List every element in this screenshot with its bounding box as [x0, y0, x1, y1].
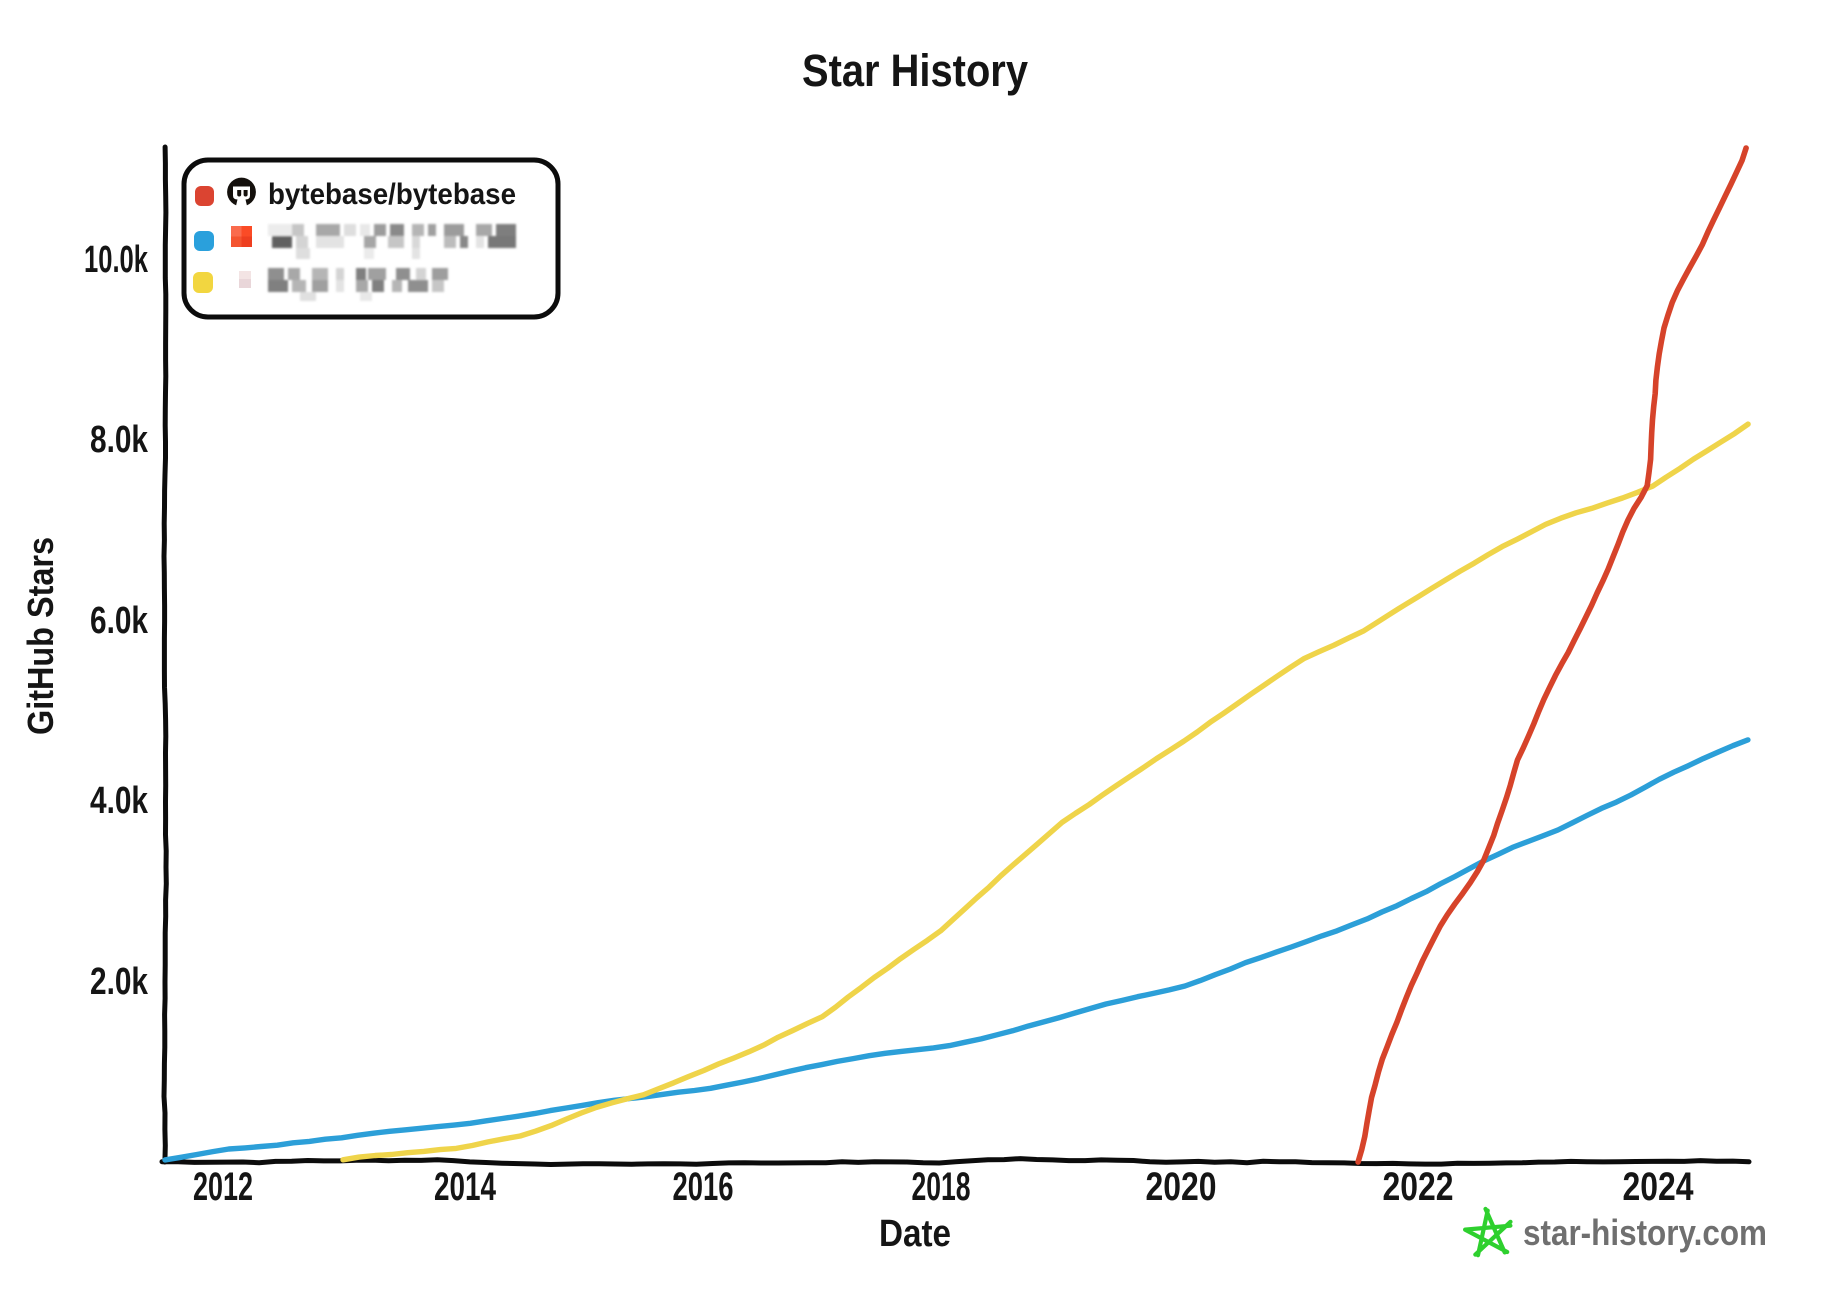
svg-text:4.0k: 4.0k: [90, 780, 149, 822]
svg-text:Star History: Star History: [802, 45, 1028, 96]
svg-text:2018: 2018: [912, 1165, 971, 1209]
svg-text:10.0k: 10.0k: [84, 239, 149, 281]
svg-text:2024: 2024: [1623, 1165, 1695, 1209]
svg-text:8.0k: 8.0k: [90, 419, 149, 461]
svg-text:2022: 2022: [1383, 1165, 1454, 1209]
svg-text:2.0k: 2.0k: [90, 961, 149, 1003]
svg-text:6.0k: 6.0k: [90, 600, 149, 642]
svg-text:2012: 2012: [193, 1165, 253, 1209]
svg-text:Date: Date: [879, 1213, 951, 1255]
svg-text:GitHub Stars: GitHub Stars: [20, 537, 61, 735]
svg-text:2014: 2014: [434, 1165, 497, 1209]
svg-text:bytebase/bytebase: bytebase/bytebase: [268, 178, 516, 211]
svg-text:star-history.com: star-history.com: [1523, 1212, 1767, 1253]
svg-text:2020: 2020: [1146, 1165, 1217, 1209]
svg-text:2016: 2016: [673, 1165, 734, 1209]
